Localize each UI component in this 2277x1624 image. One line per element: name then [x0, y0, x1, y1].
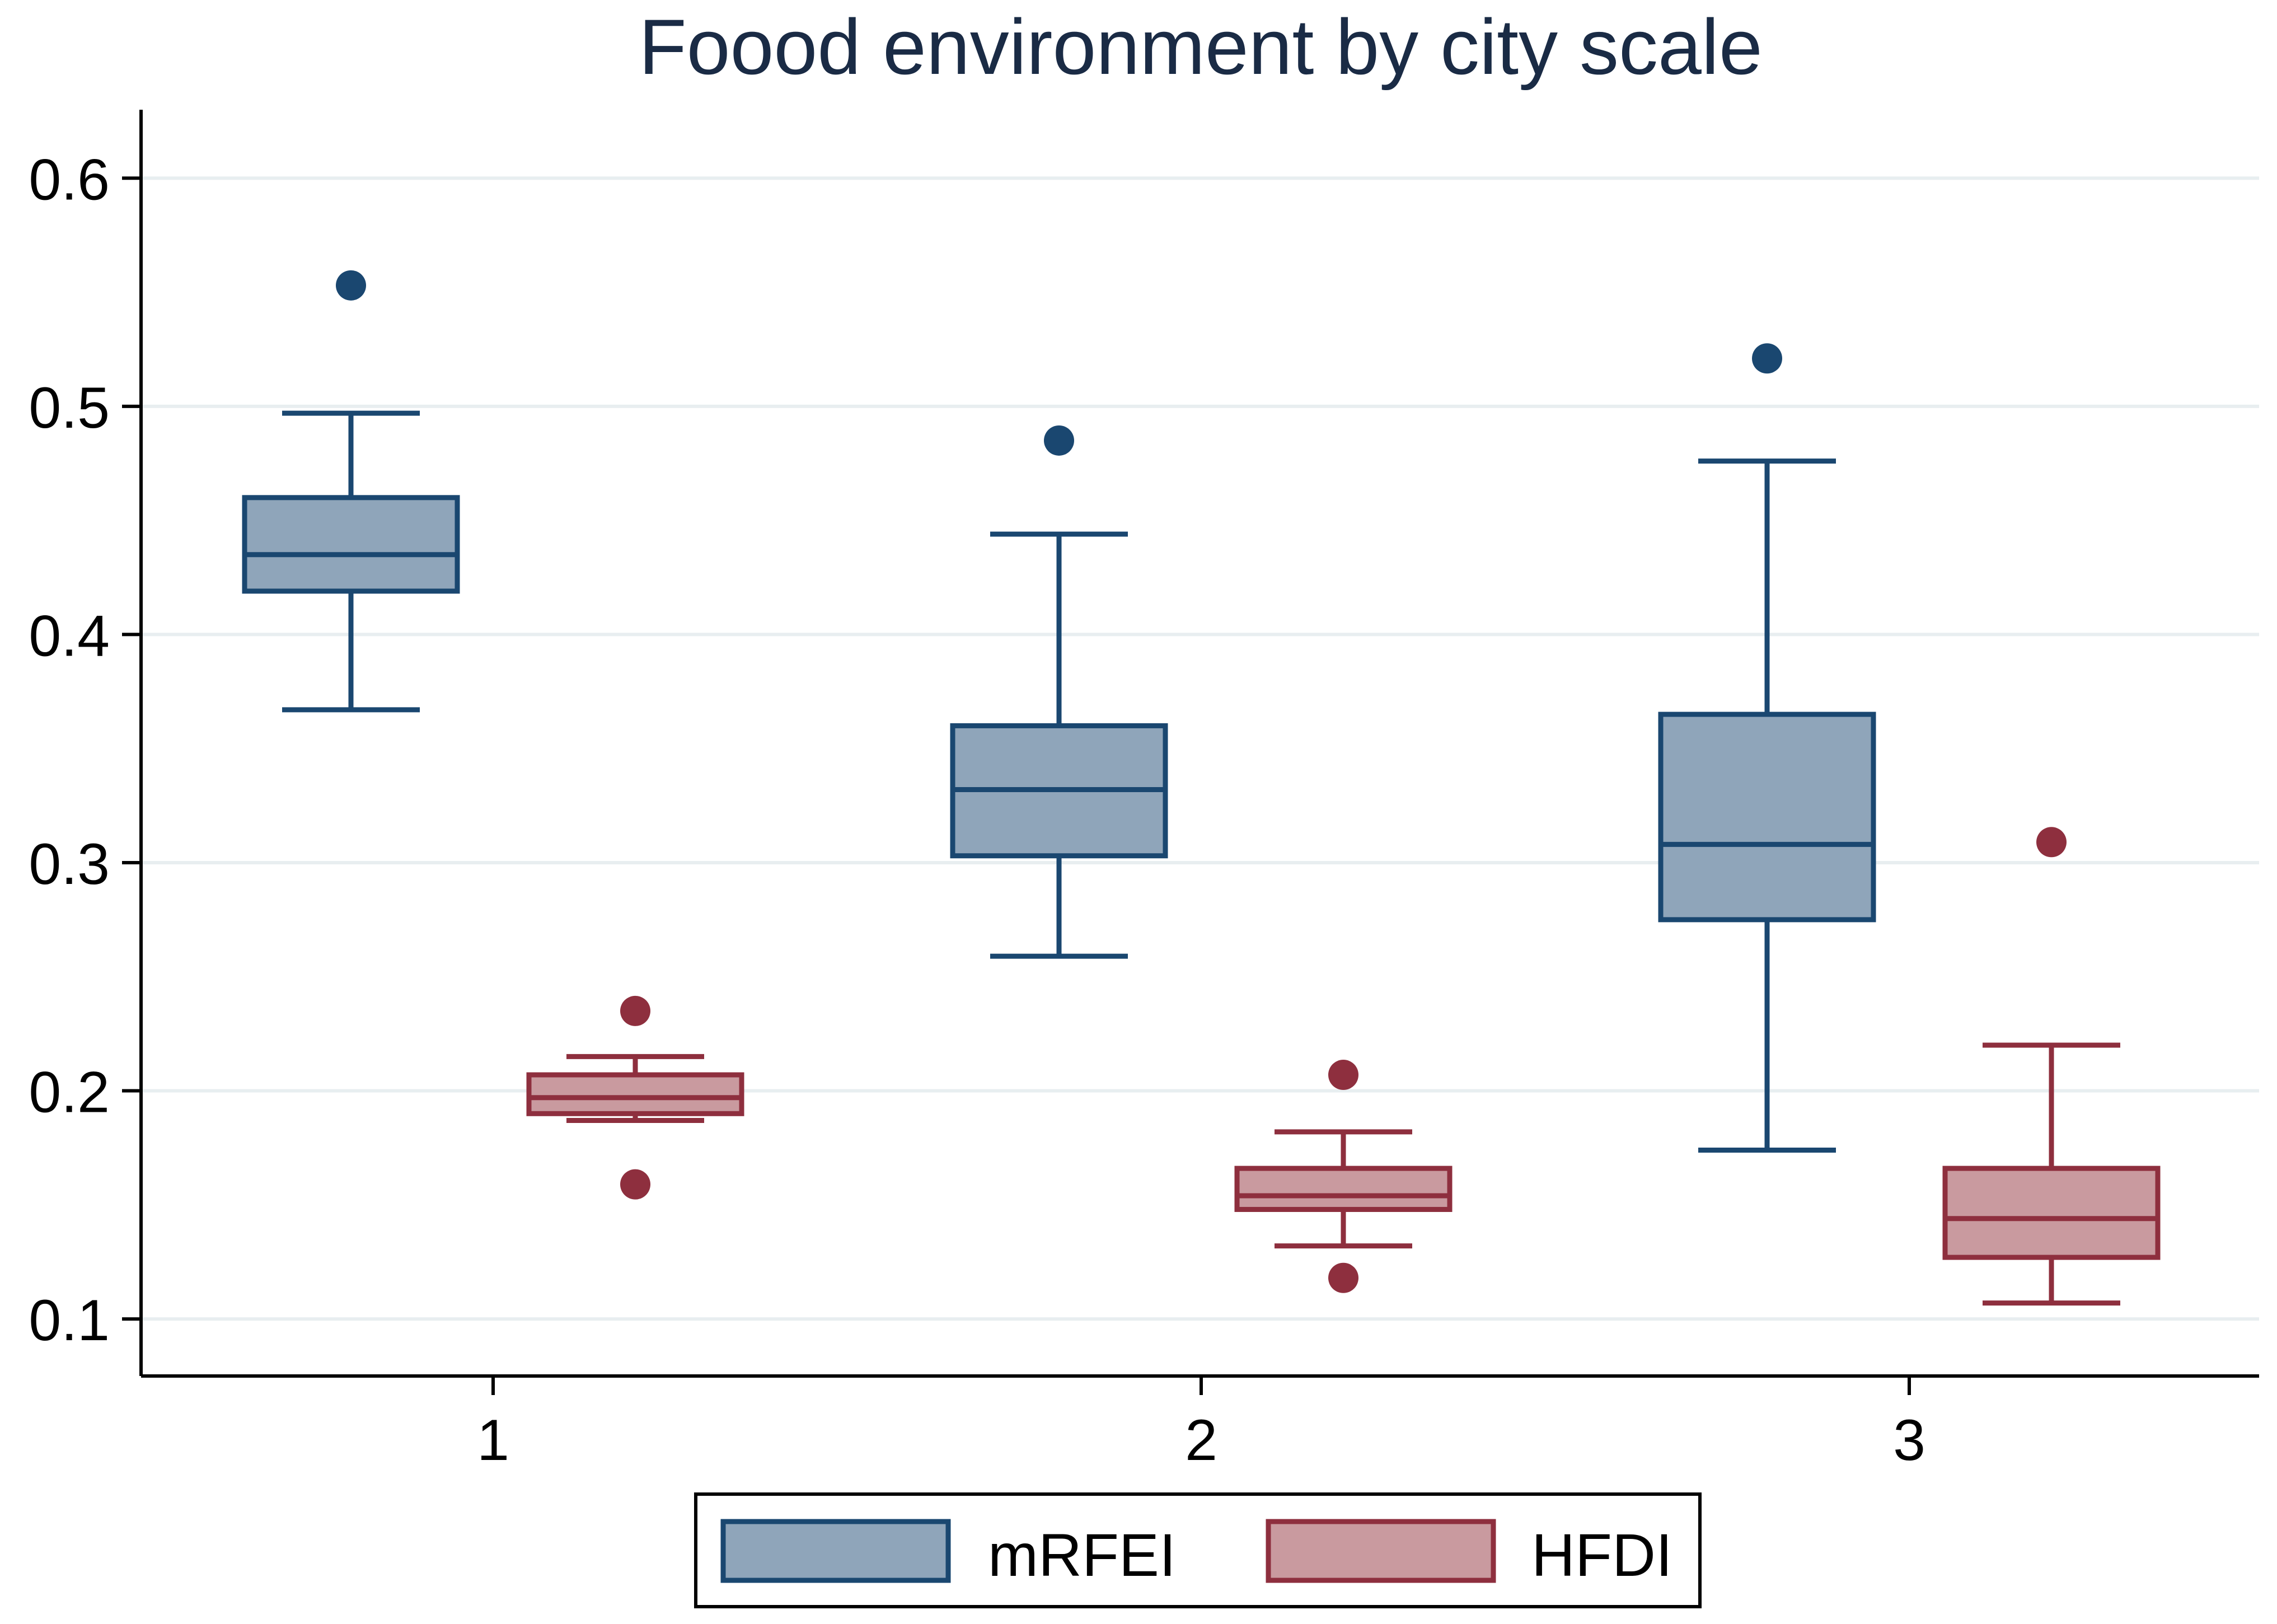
y-tick-label-0.3: 0.3: [29, 832, 110, 897]
x-tick-label-2: 2: [1185, 1408, 1217, 1473]
y-tick-label-0.5: 0.5: [29, 376, 110, 441]
outlier-point: [336, 270, 366, 301]
legend-swatch-hfdi: [1266, 1519, 1496, 1583]
y-axis: 0.1 0.2 0.3 0.4 0.5 0.6: [29, 110, 143, 1376]
box-mrfei-city-1: [242, 270, 460, 713]
outlier-point: [620, 995, 650, 1026]
box-hfdi-city-2: [1234, 1060, 1453, 1293]
gridlines: [141, 176, 2259, 1321]
y-tick-label-0.4: 0.4: [29, 603, 110, 668]
box-series: [242, 270, 2161, 1306]
x-tick-label-1: 1: [477, 1408, 509, 1473]
legend-swatch-mrfei: [720, 1519, 951, 1583]
legend: mRFEI HFDI: [694, 1492, 1702, 1608]
outlier-point: [620, 1169, 650, 1200]
iqr-box: [1658, 712, 1876, 923]
y-tick-label-0.1: 0.1: [29, 1288, 110, 1353]
x-tick-label-3: 3: [1893, 1408, 1925, 1473]
box-hfdi-city-1: [526, 995, 744, 1200]
x-axis: 1 2 3: [141, 1374, 2259, 1473]
outlier-point: [1044, 425, 1074, 456]
y-tick-label-0.6: 0.6: [29, 147, 110, 212]
iqr-box: [1234, 1166, 1453, 1212]
iqr-box: [526, 1072, 744, 1116]
outlier-point: [2036, 827, 2067, 858]
box-hfdi-city-3: [1942, 827, 2161, 1306]
box-mrfei-city-3: [1658, 343, 1876, 1153]
iqr-box: [1942, 1166, 2161, 1260]
outlier-point: [1328, 1262, 1358, 1293]
legend-label-hfdi: HFDI: [1531, 1521, 1672, 1589]
outlier-point: [1328, 1060, 1358, 1091]
legend-label-mrfei: mRFEI: [988, 1521, 1176, 1589]
outlier-point: [1752, 343, 1782, 374]
box-mrfei-city-2: [950, 425, 1168, 959]
chart-title: Foood environment by city scale: [639, 3, 1763, 91]
iqr-box: [242, 495, 460, 594]
y-tick-label-0.2: 0.2: [29, 1060, 110, 1125]
